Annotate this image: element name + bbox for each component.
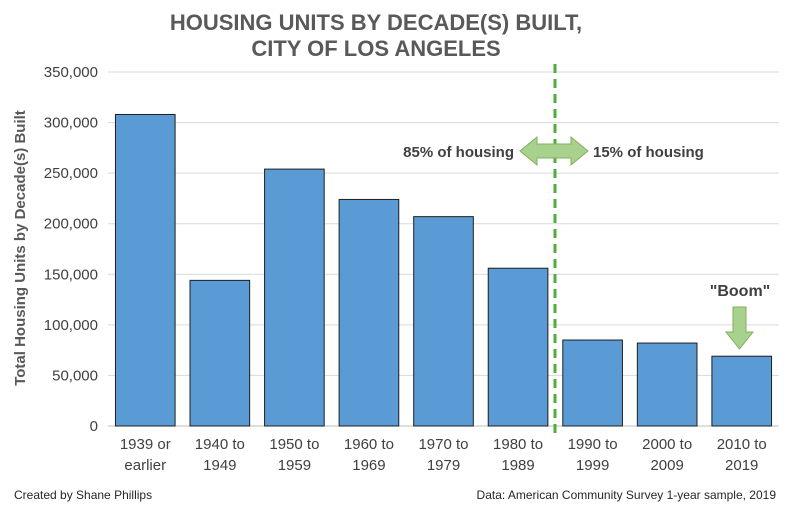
y-tick-label: 200,000 (44, 216, 98, 233)
down-arrow-icon (724, 306, 755, 350)
boom-annotation: "Boom" (710, 283, 771, 300)
y-tick-labels: 0 50,000 100,000 150,000 200,000 250,000 300,0… (44, 64, 98, 435)
x-tick-label: 1999 (576, 457, 609, 474)
x-tick-label: 1979 (427, 457, 460, 474)
y-tick-label: 350,000 (44, 64, 98, 81)
x-tick-label: 1980 to (493, 436, 543, 453)
y-tick-label: 300,000 (44, 115, 98, 132)
bar (711, 355, 773, 427)
bar (562, 339, 623, 427)
x-tick-label: 1950 to (269, 436, 319, 453)
x-tick-label: 1970 to (418, 436, 468, 453)
bar (487, 267, 549, 427)
bar (413, 216, 474, 427)
x-tick-label: 2009 (650, 457, 683, 474)
x-tick-label: 2000 to (642, 436, 692, 453)
bar (114, 113, 176, 427)
bar (338, 198, 400, 427)
x-tick-label: 1940 to (195, 436, 245, 453)
footer-credit: Created by Shane Phillips (14, 488, 152, 502)
y-tick-label: 250,000 (44, 165, 98, 182)
x-tick-labels: 1939 or earlier 1940 to 1949 1950 to 1959 1960… (120, 436, 767, 474)
x-tick-label: 1960 to (344, 436, 394, 453)
bar (636, 342, 698, 427)
bar (189, 279, 251, 427)
x-tick-label: 1990 to (568, 436, 618, 453)
bar (264, 168, 325, 427)
chart-title-line-1: HOUSING UNITS BY DECADE(S) BUILT, (170, 10, 582, 35)
y-tick-label: 50,000 (52, 367, 98, 384)
footer-source: Data: American Community Survey 1-year s… (477, 488, 777, 502)
x-tick-label: 1969 (352, 457, 385, 474)
x-tick-label: 1989 (501, 457, 534, 474)
x-tick-label: 2019 (725, 457, 758, 474)
x-tick-label: 2010 to (717, 436, 767, 453)
x-tick-label: 1959 (278, 457, 311, 474)
x-tick-label: 1939 or (120, 436, 171, 453)
right-share-annotation: 15% of housing (593, 144, 704, 161)
double-arrow-icon (519, 135, 589, 167)
y-tick-label: 150,000 (44, 266, 98, 283)
left-share-annotation: 85% of housing (403, 144, 514, 161)
chart-title-line-2: CITY OF LOS ANGELES (251, 36, 500, 61)
x-tick-label: earlier (124, 457, 166, 474)
x-tick-label: 1949 (203, 457, 236, 474)
y-tick-label: 0 (90, 418, 98, 435)
y-axis-label: Total Housing Units by Decade(s) Built (12, 110, 29, 386)
y-tick-label: 100,000 (44, 317, 98, 334)
bars (114, 113, 773, 427)
